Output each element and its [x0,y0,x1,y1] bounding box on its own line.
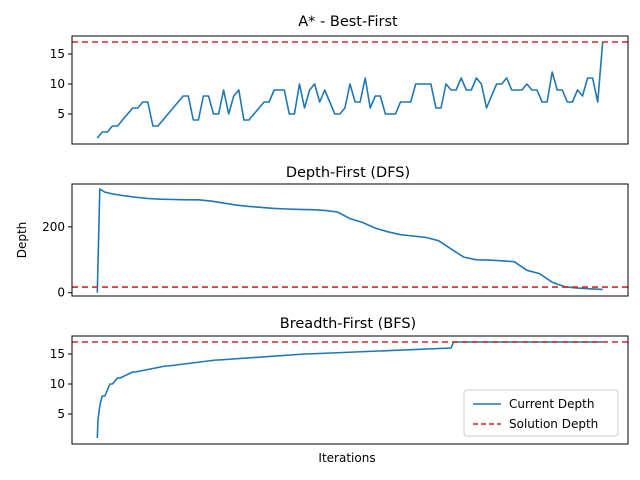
y-axis-label: Depth [15,222,29,259]
subplot-bfs: Breadth-First (BFS) 5 10 15 [50,316,629,445]
axes-frame [71,335,629,445]
subplot-title: Breadth-First (BFS) [280,316,416,332]
legend-label-solution: Solution Depth [509,417,598,431]
x-axis-label: Iterations [318,451,375,465]
series-line-current-depth [96,188,603,293]
axes-frame [71,35,629,145]
subplot-astar: A* - Best-First 5 10 15 [50,14,629,145]
plot-area: 5 10 15 [50,341,628,439]
subplot-dfs: Depth-First (DFS) 0 200 [42,165,629,300]
y-tick-label: 15 [50,47,65,61]
y-tick-label: 5 [57,407,65,421]
subplot-title: A* - Best-First [298,14,398,30]
y-tick-label: 0 [57,286,65,300]
axes-frame [71,183,629,297]
y-tick-label: 10 [50,377,65,391]
legend-box [463,389,619,437]
y-tick-label: 200 [42,220,65,234]
legend-label-current: Current Depth [509,397,594,411]
plot-area: 5 10 15 [50,41,628,139]
y-tick-label: 5 [57,107,65,121]
plot-area: 0 200 [42,188,628,300]
legend: Current Depth Solution Depth [463,389,619,437]
y-tick-label: 15 [50,347,65,361]
series-line-current-depth [96,41,604,139]
y-tick-label: 10 [50,77,65,91]
subplot-title: Depth-First (DFS) [286,165,410,181]
series-line-current-depth [96,341,603,439]
